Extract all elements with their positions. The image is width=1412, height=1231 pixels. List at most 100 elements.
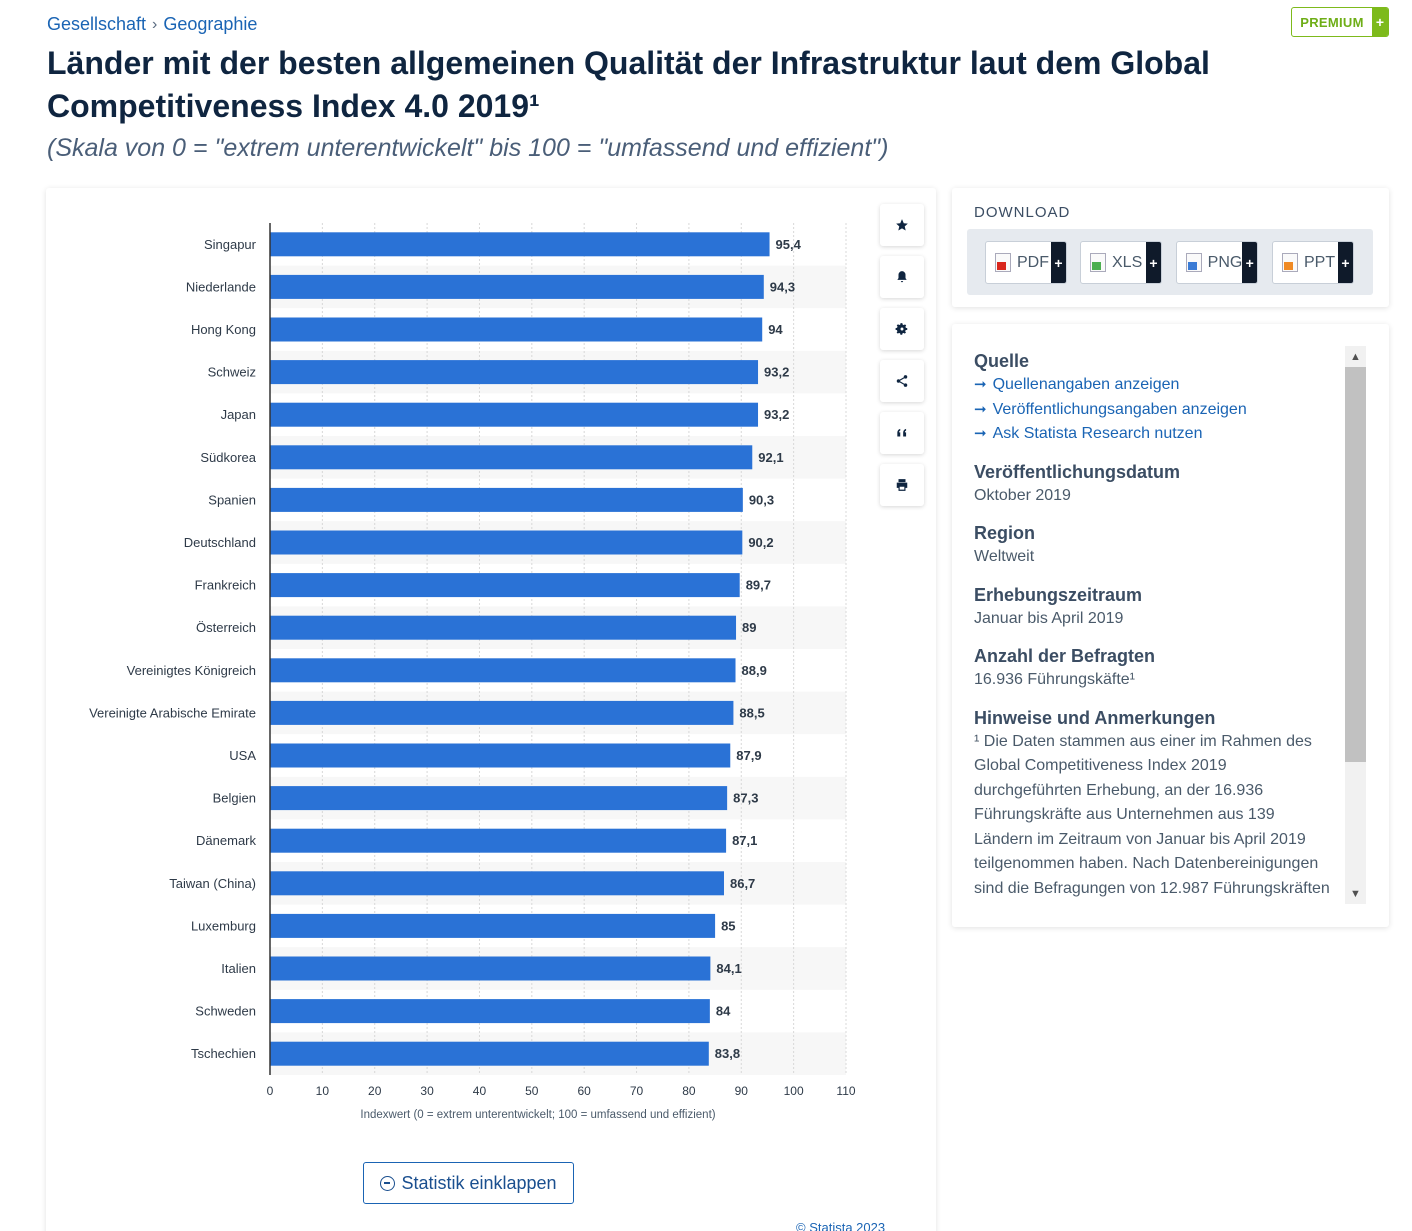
x-tick-label: 10 (316, 1084, 330, 1098)
bar (270, 274, 764, 299)
source-link-quellenangaben[interactable]: ➞ Quellenangaben anzeigen (974, 373, 1334, 398)
quote-icon (897, 428, 907, 437)
bar (270, 573, 740, 598)
value-label: 89 (742, 620, 756, 635)
collapse-statistic-label: Statistik einklappen (401, 1172, 557, 1193)
value-label: 90,3 (749, 492, 774, 507)
category-label: Spanien (208, 492, 256, 507)
arrow-right-icon: ➞ (974, 425, 987, 442)
value-label: 89,7 (746, 578, 771, 593)
download-ppt-button[interactable]: PPT + (1272, 241, 1354, 284)
download-xls-label: XLS (1112, 253, 1143, 271)
notes-value: ¹ Die Daten stammen aus einer im Rahmen … (974, 732, 1330, 897)
category-label: Belgien (213, 791, 256, 806)
download-xls-plus: + (1146, 242, 1161, 283)
value-label: 86,7 (730, 876, 755, 891)
bar (270, 786, 728, 811)
category-label: USA (229, 748, 256, 763)
x-tick-label: 40 (473, 1084, 487, 1098)
x-tick-label: 80 (682, 1084, 696, 1098)
bar (270, 743, 731, 768)
info-scroll-area[interactable]: Quelle ➞ Quellenangaben anzeigen ➞ Veröffe… (974, 346, 1334, 904)
premium-button[interactable]: PREMIUM + (1291, 7, 1389, 37)
source-heading: Quelle (974, 351, 1030, 371)
scroll-up-arrow-icon[interactable]: ▲ (1350, 350, 1361, 363)
bar (270, 871, 724, 896)
category-label: Japan (221, 407, 256, 422)
collapse-statistic-button[interactable]: Statistik einklappen (363, 1162, 574, 1204)
bar (270, 913, 716, 938)
download-png-plus: + (1242, 242, 1257, 283)
breadcrumb: Gesellschaft › Geographie (47, 14, 257, 35)
source-link-label: Ask Statista Research nutzen (992, 425, 1203, 442)
bar (270, 402, 759, 427)
value-label: 92,1 (758, 450, 783, 465)
x-axis-title: Indexwert (0 = extrem unterentwickelt; 1… (360, 1109, 715, 1121)
scrollbar-thumb[interactable] (1345, 367, 1366, 762)
bar (270, 700, 734, 725)
bar (270, 445, 753, 470)
source-link-veroeffentlichung[interactable]: ➞ Veröffentlichungsangaben anzeigen (974, 398, 1334, 423)
gear-icon (895, 323, 908, 335)
category-label: Deutschland (184, 535, 256, 550)
category-label: Tschechien (191, 1046, 256, 1061)
favorite-button[interactable] (880, 204, 924, 246)
breadcrumb-link-geographie[interactable]: Geographie (163, 14, 258, 34)
download-ppt-plus: + (1338, 242, 1353, 283)
share-icon (896, 375, 908, 387)
category-label: Singapur (204, 237, 257, 252)
print-button[interactable] (880, 464, 924, 506)
copyright-link[interactable]: © Statista 2023 (796, 1220, 886, 1231)
download-pdf-button[interactable]: PDF + (985, 241, 1067, 284)
star-icon (896, 219, 908, 231)
download-xls-button[interactable]: XLS + (1080, 241, 1162, 284)
value-label: 87,9 (736, 748, 761, 763)
xls-file-icon (1090, 253, 1106, 272)
bar (270, 999, 710, 1024)
bar-chart: Singapur 95,4 Niederlande 94,3 Hong Kong 94 Sc… (89, 223, 856, 1121)
download-pdf-plus: + (1051, 242, 1066, 283)
download-png-button[interactable]: PNG + (1176, 241, 1258, 284)
x-tick-label: 50 (525, 1084, 539, 1098)
category-label: Südkorea (200, 450, 256, 465)
settings-button[interactable] (880, 308, 924, 350)
x-tick-label: 70 (630, 1084, 644, 1098)
value-label: 94,3 (770, 279, 795, 294)
category-label: Österreich (196, 620, 256, 635)
source-link-ask-statista[interactable]: ➞ Ask Statista Research nutzen (974, 422, 1334, 447)
x-tick-label: 110 (836, 1084, 855, 1098)
value-label: 83,8 (715, 1046, 740, 1061)
region-value: Weltweit (974, 548, 1035, 565)
bar (270, 828, 727, 853)
value-label: 93,2 (764, 365, 789, 380)
respondents-value: 16.936 Führungskäfte¹ (974, 671, 1135, 688)
scroll-down-arrow-icon[interactable]: ▼ (1350, 887, 1361, 900)
source-link-label: Veröffentlichungsangaben anzeigen (992, 400, 1247, 418)
x-tick-label: 90 (735, 1084, 749, 1098)
category-label: Luxemburg (191, 918, 256, 933)
share-button[interactable] (880, 360, 924, 402)
bar (270, 956, 711, 981)
value-label: 95,4 (776, 237, 802, 252)
release-date-heading: Veröffentlichungsdatum (974, 461, 1181, 482)
download-options: PDF + XLS + PNG + PPT + (967, 229, 1373, 295)
print-icon (896, 479, 908, 491)
notification-button[interactable] (880, 256, 924, 298)
download-header: DOWNLOAD (974, 204, 1071, 221)
cite-button[interactable] (880, 412, 924, 454)
info-card: Quelle ➞ Quellenangaben anzeigen ➞ Veröffe… (952, 324, 1389, 927)
bell-icon (897, 271, 907, 283)
respondents-heading: Anzahl der Befragten (974, 646, 1156, 666)
value-label: 88,5 (739, 705, 764, 720)
value-label: 87,3 (733, 791, 758, 806)
category-label: Italien (221, 961, 256, 976)
chart-card: Singapur 95,4 Niederlande 94,3 Hong Kong 94 Sc… (46, 188, 936, 1231)
category-label: Dänemark (196, 833, 256, 848)
premium-plus: + (1372, 8, 1388, 36)
chart-toolbar (880, 204, 924, 506)
value-label: 90,2 (748, 535, 773, 550)
value-label: 88,9 (742, 663, 767, 678)
bar (270, 615, 737, 640)
survey-period-heading: Erhebungszeitraum (974, 584, 1143, 605)
breadcrumb-link-gesellschaft[interactable]: Gesellschaft (47, 14, 147, 34)
